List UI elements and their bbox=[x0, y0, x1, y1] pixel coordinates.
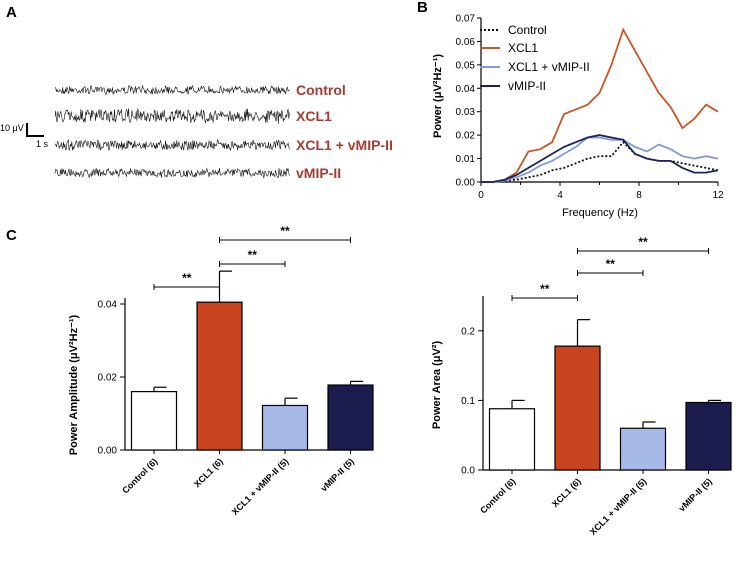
category-label-0: Control (6) bbox=[478, 476, 517, 515]
y-tick-label: 0.02 bbox=[456, 131, 476, 142]
trace-label-2: XCL1 + vMIP-II bbox=[296, 137, 393, 153]
scale-bar-voltage: 10 μV bbox=[0, 123, 24, 133]
y-tick-label: 0.01 bbox=[456, 154, 476, 165]
panel-label-c: C bbox=[6, 227, 17, 244]
series-line-0 bbox=[481, 140, 719, 183]
bar-2 bbox=[619, 427, 667, 471]
category-label-1: XCL1 (6) bbox=[550, 476, 583, 509]
trace-label-3: vMIP-II bbox=[296, 165, 341, 181]
y-axis-label: Power Area (μV²) bbox=[431, 341, 443, 430]
y-axis-label: Power (μV²Hz⁻¹) bbox=[432, 54, 444, 138]
panel-label-a: A bbox=[6, 4, 17, 21]
legend: Control XCL1 XCL1 + vMIP-II vMIP-II bbox=[480, 23, 590, 93]
trace-3 bbox=[54, 167, 290, 179]
x-tick-label: 8 bbox=[636, 190, 642, 201]
bar-0 bbox=[130, 391, 178, 451]
significance-label-0: ** bbox=[182, 271, 192, 285]
eeg-traces: Control XCL1 XCL1 + vMIP-II vMIP-II bbox=[54, 82, 393, 181]
legend-label-1: XCL1 bbox=[508, 41, 538, 55]
y-tick-label: 0.04 bbox=[456, 84, 476, 95]
category-label-3: vMIP-II (5) bbox=[319, 456, 356, 493]
trace-1 bbox=[54, 108, 290, 124]
series-line-2 bbox=[481, 136, 719, 183]
y-tick-label: 0.2 bbox=[461, 326, 475, 337]
series-line-1 bbox=[481, 27, 719, 183]
y-tick-label: 0.04 bbox=[98, 300, 118, 311]
y-tick-label: 0.06 bbox=[456, 37, 476, 48]
legend-label-3: vMIP-II bbox=[508, 79, 546, 93]
scale-bar-time: 1 s bbox=[36, 139, 49, 149]
trace-label-0: Control bbox=[296, 82, 346, 98]
bar-0 bbox=[488, 408, 536, 471]
bar-3 bbox=[327, 384, 374, 451]
category-label-0: Control (6) bbox=[120, 456, 159, 495]
bar-2 bbox=[261, 404, 309, 451]
x-axis-label: Frequency (Hz) bbox=[562, 207, 638, 219]
legend-label-2: XCL1 + vMIP-II bbox=[508, 60, 590, 74]
category-label-3: vMIP-II (5) bbox=[677, 476, 714, 513]
significance-label-1: ** bbox=[248, 248, 258, 262]
power-spectrum-chart: 0.00 0.01 0.02 0.03 0.04 0.05 0.06 0.07 0 4 8 12 Co… bbox=[432, 14, 724, 220]
x-tick-label: 12 bbox=[712, 190, 724, 201]
significance-label-2: ** bbox=[638, 235, 648, 249]
y-tick-label: 0.00 bbox=[98, 446, 118, 457]
y-tick-label: 0.05 bbox=[456, 60, 476, 71]
category-label-2: XCL1 + vMIP-II (5) bbox=[588, 476, 649, 537]
power-area-chart: Power Area (μV²) 0.0 0.1 0.2 Control (6) XCL… bbox=[431, 235, 732, 537]
bar-3 bbox=[685, 401, 732, 471]
significance-label-1: ** bbox=[606, 257, 616, 271]
category-label-1: XCL1 (6) bbox=[192, 456, 225, 489]
trace-2 bbox=[54, 138, 290, 152]
y-axis-label: Power Amplitude (μV²Hz⁻¹) bbox=[68, 314, 80, 455]
scale-bar: 10 μV 1 s bbox=[0, 123, 49, 149]
x-tick-label: 4 bbox=[557, 190, 563, 201]
y-tick-label: 0.1 bbox=[461, 396, 475, 407]
power-amplitude-chart: Power Amplitude (μV²Hz⁻¹) 0.00 0.02 0.04 Co… bbox=[68, 224, 374, 517]
category-label-2: XCL1 + vMIP-II (5) bbox=[230, 456, 291, 517]
significance-label-0: ** bbox=[540, 282, 550, 296]
significance-label-2: ** bbox=[280, 224, 290, 238]
panel-label-b: B bbox=[417, 0, 428, 16]
trace-0 bbox=[54, 84, 290, 96]
y-tick-label: 0.0 bbox=[461, 466, 475, 477]
series-line-3 bbox=[481, 134, 719, 183]
y-tick-label: 0.02 bbox=[98, 373, 118, 384]
trace-label-1: XCL1 bbox=[296, 108, 332, 124]
x-tick-label: 0 bbox=[478, 190, 484, 201]
legend-label-0: Control bbox=[508, 23, 547, 37]
bar-1 bbox=[196, 301, 243, 451]
y-tick-label: 0.00 bbox=[456, 178, 476, 189]
scale-bar-lines bbox=[26, 123, 44, 137]
y-tick-label: 0.07 bbox=[456, 14, 476, 25]
y-tick-label: 0.03 bbox=[456, 107, 476, 118]
bar-1 bbox=[554, 345, 601, 471]
